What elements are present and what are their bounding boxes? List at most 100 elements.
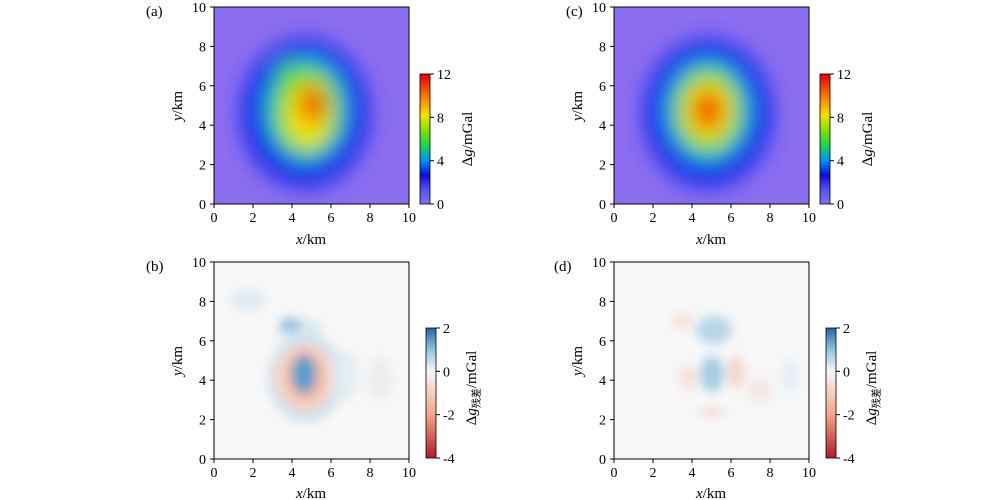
x-tick-label: 10 (802, 211, 816, 226)
y-tick-label: 8 (199, 295, 206, 310)
heatmap-field (642, 38, 774, 190)
colorbar-tick-label: -4 (443, 452, 455, 467)
x-tick-label: 2 (250, 466, 257, 481)
x-tick-label: 8 (367, 466, 374, 481)
heatmap-field (673, 314, 798, 418)
x-tick-label: 2 (250, 211, 257, 226)
y-tick-label: 2 (599, 414, 606, 429)
x-tick-label: 0 (611, 466, 618, 481)
y-axis: 0 2 4 6 8 10 (192, 1, 214, 213)
y-tick-label: 10 (192, 1, 206, 16)
colorbar-tick-label: 0 (437, 198, 444, 213)
colorbar-label: Δg残差/mGal (464, 351, 483, 426)
x-axis: 0 2 4 6 8 10 (611, 459, 816, 481)
x-axis-label: x/km (695, 232, 726, 248)
y-tick-label: 6 (199, 80, 206, 95)
colorbar-ticks: 0 4 8 12 (430, 68, 451, 213)
x-axis-label: x/km (295, 232, 326, 248)
colorbar-ticks: -4 -2 0 2 (836, 322, 855, 467)
y-axis-label: y/km (570, 91, 586, 123)
y-tick-label: 8 (199, 40, 206, 55)
x-tick-label: 6 (728, 211, 735, 226)
x-tick-label: 2 (650, 211, 657, 226)
colorbar-tick-label: -2 (443, 409, 455, 424)
y-tick-label: 6 (599, 335, 606, 350)
colorbar-tick-label: 4 (437, 155, 444, 170)
y-axis: 0 2 4 6 8 10 (592, 1, 614, 213)
colorbar-label: Δg残差/mGal (864, 351, 883, 426)
y-tick-label: 8 (599, 40, 606, 55)
colorbar-tick-label: 0 (837, 198, 844, 213)
x-tick-label: 10 (802, 466, 816, 481)
x-axis-label: x/km (695, 486, 726, 500)
y-axis-label: y/km (570, 346, 586, 378)
colorbar (819, 73, 831, 205)
colorbar-tick-label: 8 (837, 111, 844, 126)
x-tick-label: 6 (328, 466, 335, 481)
y-axis-label: y/km (170, 91, 186, 123)
colorbar-ticks: 0 4 8 12 (830, 68, 851, 213)
y-tick-label: 4 (599, 374, 606, 389)
y-tick-label: 0 (199, 453, 206, 468)
plot-frame (613, 261, 810, 460)
colorbar-tick-label: 8 (437, 111, 444, 126)
colorbar-tick-label: -2 (843, 409, 855, 424)
x-tick-label: 8 (367, 211, 374, 226)
y-tick-label: 0 (199, 198, 206, 213)
panel-b: (b) 0 2 4 6 8 10 0 2 4 6 8 10 x/km y/km -4 -2 (146, 256, 483, 500)
x-axis: 0 2 4 6 8 10 (611, 204, 816, 226)
x-tick-label: 4 (289, 466, 296, 481)
panel-label: (b) (146, 259, 164, 275)
panel-label: (d) (554, 259, 572, 275)
x-tick-label: 0 (611, 211, 618, 226)
colorbar-tick-label: 12 (837, 68, 851, 83)
heatmap-image (614, 262, 809, 459)
x-axis: 0 2 4 6 8 10 (211, 459, 416, 481)
y-tick-label: 4 (199, 119, 206, 134)
x-tick-label: 6 (728, 466, 735, 481)
plot-frame (613, 6, 810, 205)
panel-c: (c) 0 2 4 6 8 10 0 2 4 6 8 10 x/km y/km 0 4 8 12 (566, 1, 876, 248)
y-axis: 0 2 4 6 8 10 (192, 256, 214, 468)
panel-label: (c) (566, 4, 583, 20)
heatmap-field (239, 38, 371, 190)
y-tick-label: 2 (199, 414, 206, 429)
colorbar-tick-label: 12 (437, 68, 451, 83)
x-tick-label: 8 (767, 211, 774, 226)
x-tick-label: 8 (767, 466, 774, 481)
y-tick-label: 6 (199, 335, 206, 350)
x-tick-label: 4 (289, 211, 296, 226)
heatmap-image (214, 262, 409, 459)
y-axis-label: y/km (170, 346, 186, 378)
y-tick-label: 8 (599, 295, 606, 310)
colorbar-tick-label: 0 (443, 365, 450, 380)
x-tick-label: 10 (402, 211, 416, 226)
colorbar-tick-label: 0 (843, 365, 850, 380)
x-tick-label: 2 (650, 466, 657, 481)
heatmap-image (614, 7, 809, 204)
x-tick-label: 10 (402, 466, 416, 481)
x-axis: 0 2 4 6 8 10 (211, 204, 416, 226)
y-tick-label: 0 (599, 453, 606, 468)
colorbar (419, 73, 431, 205)
y-tick-label: 10 (192, 256, 206, 271)
x-axis-label: x/km (295, 486, 326, 500)
colorbar-label: Δg/mGal (460, 112, 476, 167)
colorbar-tick-label: 2 (443, 322, 450, 337)
y-tick-label: 6 (599, 80, 606, 95)
colorbar-tick-label: 2 (843, 322, 850, 337)
colorbar-tick-label: -4 (843, 452, 855, 467)
y-tick-label: 10 (592, 256, 606, 271)
colorbar (425, 327, 437, 459)
colorbar-tick-label: 4 (837, 155, 844, 170)
x-tick-label: 4 (689, 211, 696, 226)
panel-label: (a) (146, 4, 163, 20)
y-tick-label: 4 (199, 374, 206, 389)
heatmap-field (230, 290, 394, 422)
y-axis: 0 2 4 6 8 10 (592, 256, 614, 468)
y-tick-label: 10 (592, 1, 606, 16)
plot-frame (213, 261, 410, 460)
plot-frame (213, 6, 410, 205)
